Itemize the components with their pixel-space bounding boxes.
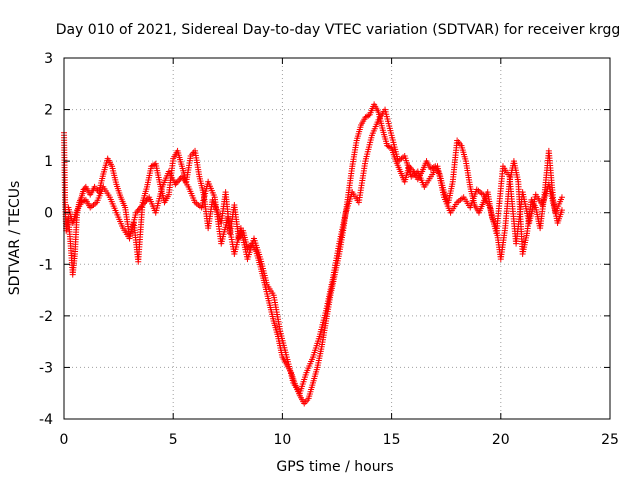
y-axis-label: SDTVAR / TECUs	[7, 181, 23, 296]
y-tick-label: 1	[44, 154, 53, 170]
y-tick-label: -2	[39, 309, 53, 325]
grid	[64, 58, 610, 419]
x-tick-label: 25	[601, 432, 619, 448]
data-point	[175, 178, 182, 185]
x-tick-label: 10	[273, 432, 291, 448]
data-point	[558, 207, 565, 214]
y-tick-label: -3	[39, 360, 53, 376]
y-tick-label: 3	[44, 51, 53, 67]
x-tick-label: 0	[60, 432, 69, 448]
x-tick-label: 15	[383, 432, 401, 448]
plot-frame	[63, 57, 611, 420]
x-axis-label: GPS time / hours	[276, 459, 393, 475]
data-point	[81, 197, 88, 204]
axis-ticks: 0 5 10 15 20 25 -4 -3 -2 -1 0 1 2 3	[39, 51, 619, 448]
x-tick-label: 20	[492, 432, 510, 448]
y-tick-label: -1	[39, 257, 53, 273]
x-tick-label: 5	[169, 432, 178, 448]
chart-title: Day 010 of 2021, Sidereal Day-to-day VTE…	[56, 22, 621, 38]
data-point	[558, 194, 565, 201]
y-tick-label: 0	[44, 206, 53, 222]
y-tick-label: -4	[39, 412, 53, 428]
y-tick-label: 2	[44, 103, 53, 119]
data-points	[61, 101, 565, 407]
